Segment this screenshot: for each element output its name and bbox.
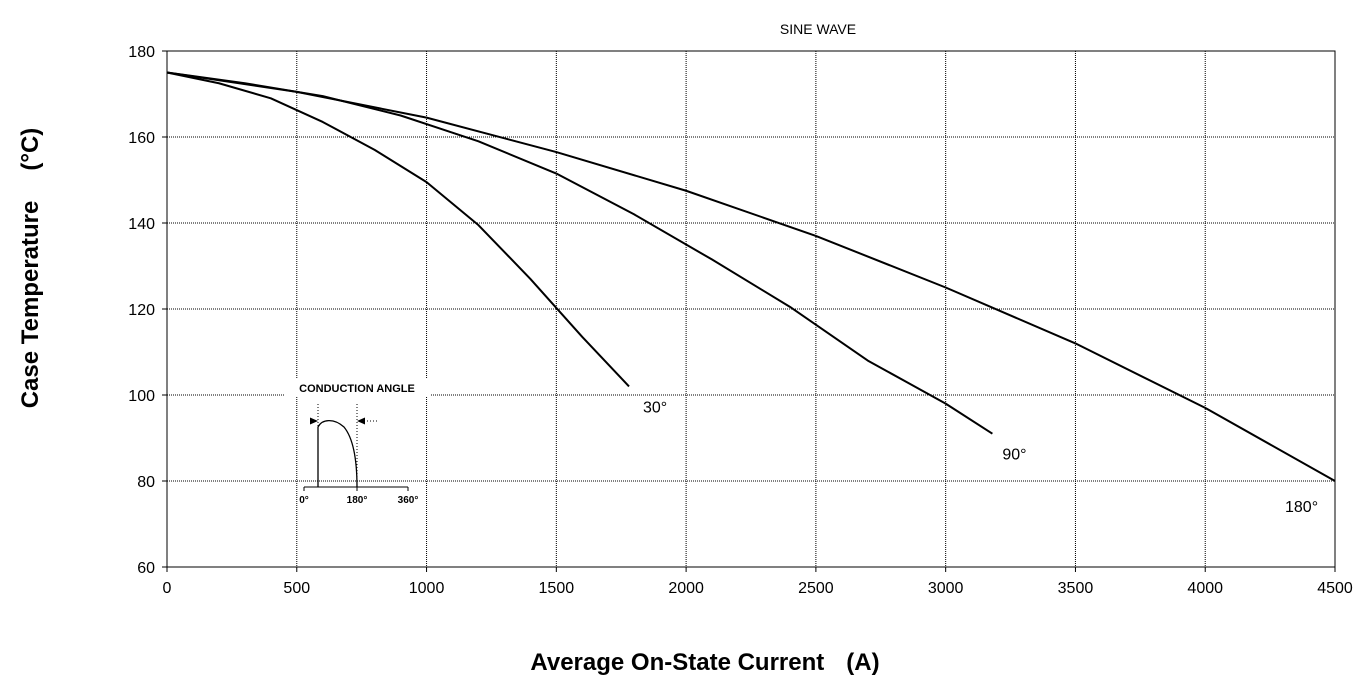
inset-label-0: 0°	[299, 495, 309, 506]
y-axis-label: Case Temperature	[17, 201, 44, 409]
y-tick-label: 160	[128, 130, 155, 147]
tick-labels: 0 500 1000 1500 2000 2500 3000 3500 4000 4500 60 80…	[128, 44, 1353, 597]
curves: 30° 90° 180°	[166, 71, 1336, 516]
chart-title: SINE WAVE	[780, 21, 856, 37]
y-tick-label: 180	[128, 44, 155, 61]
x-axis-unit: (A)	[846, 649, 879, 676]
inset-label-180: 180°	[347, 495, 368, 506]
series-label: 180°	[1285, 499, 1318, 516]
inset-arrow-left-head	[310, 417, 318, 425]
inset-caption-bg	[284, 378, 430, 396]
series-label: 90°	[1002, 447, 1026, 464]
y-axis-title: Case Temperature (°C)	[17, 128, 44, 409]
y-tick-label: 120	[128, 302, 155, 319]
x-tick-label: 0	[163, 580, 172, 597]
x-tick-label: 1000	[409, 580, 445, 597]
x-tick-label: 3000	[928, 580, 964, 597]
x-axis-label: Average On-State Current	[530, 649, 824, 676]
x-axis-title: Average On-State Current (A)	[530, 649, 879, 676]
grid	[167, 51, 1335, 567]
x-tick-label: 4000	[1187, 580, 1223, 597]
x-tick-label: 2000	[668, 580, 704, 597]
x-tick-label: 4500	[1317, 580, 1353, 597]
x-tick-label: 2500	[798, 580, 834, 597]
series-line	[166, 71, 1336, 482]
x-tick-label: 500	[283, 580, 310, 597]
inset-label-360: 360°	[398, 495, 419, 506]
inset-arrow-right-head	[357, 417, 365, 425]
y-tick-label: 140	[128, 216, 155, 233]
inset-waveform	[317, 419, 358, 488]
conduction-angle-inset: CONDUCTION ANGLE 0° 180° 360°	[284, 378, 430, 506]
y-axis-unit: (°C)	[17, 128, 44, 171]
x-tick-label: 1500	[539, 580, 575, 597]
y-tick-label: 100	[128, 388, 155, 405]
inset-caption: CONDUCTION ANGLE	[299, 383, 415, 395]
series-line	[166, 71, 630, 388]
y-tick-label: 80	[137, 474, 155, 491]
series-label: 30°	[643, 399, 667, 416]
x-tick-label: 3500	[1058, 580, 1094, 597]
y-tick-label: 60	[137, 560, 155, 577]
